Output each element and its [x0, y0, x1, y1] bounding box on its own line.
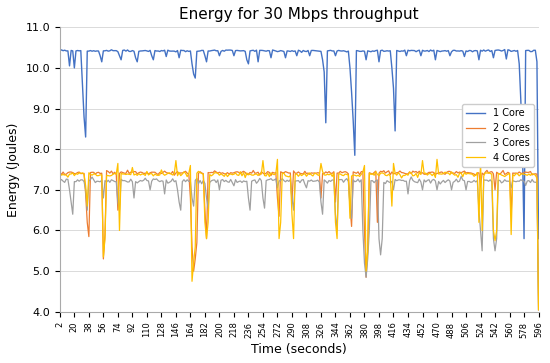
- 4 Cores: [206, 172, 213, 177]
- 3 Cores: [495, 178, 502, 183]
- 1 Core: [516, 62, 522, 66]
- 4 Cores: [535, 307, 542, 312]
- 4 Cores: [516, 174, 522, 178]
- 2 Cores: [535, 307, 542, 312]
- 2 Cores: [495, 171, 502, 176]
- 2 Cores: [206, 171, 213, 175]
- 1 Core: [206, 49, 213, 53]
- 1 Core: [521, 236, 527, 241]
- Legend: 1 Core, 2 Cores, 3 Cores, 4 Cores: 1 Core, 2 Cores, 3 Cores, 4 Cores: [462, 104, 534, 167]
- 1 Core: [57, 49, 63, 53]
- 4 Cores: [495, 171, 502, 176]
- 2 Cores: [57, 170, 63, 174]
- Title: Energy for 30 Mbps throughput: Energy for 30 Mbps throughput: [179, 7, 419, 22]
- 1 Core: [205, 49, 211, 53]
- 3 Cores: [57, 179, 63, 183]
- Y-axis label: Energy (Joules): Energy (Joules): [7, 122, 20, 217]
- 3 Cores: [458, 174, 465, 179]
- 1 Core: [227, 48, 234, 52]
- 4 Cores: [57, 172, 63, 177]
- 1 Core: [535, 236, 542, 241]
- X-axis label: Time (seconds): Time (seconds): [251, 343, 347, 356]
- 2 Cores: [124, 168, 131, 172]
- 2 Cores: [229, 171, 235, 175]
- 3 Cores: [319, 212, 326, 216]
- 2 Cores: [208, 170, 214, 175]
- Line: 2 Cores: 2 Cores: [60, 170, 538, 310]
- 2 Cores: [321, 171, 327, 176]
- 3 Cores: [206, 180, 213, 185]
- 4 Cores: [227, 172, 234, 176]
- 3 Cores: [227, 177, 234, 182]
- 4 Cores: [205, 220, 211, 225]
- Line: 1 Core: 1 Core: [60, 50, 538, 238]
- 4 Cores: [321, 173, 327, 177]
- 1 Core: [493, 48, 500, 52]
- 2 Cores: [516, 170, 522, 174]
- 3 Cores: [205, 206, 211, 210]
- 1 Core: [319, 58, 326, 62]
- 1 Core: [502, 48, 508, 52]
- 4 Cores: [274, 157, 280, 162]
- Line: 4 Cores: 4 Cores: [60, 159, 538, 310]
- 3 Cores: [516, 179, 522, 183]
- Line: 3 Cores: 3 Cores: [60, 176, 538, 310]
- 3 Cores: [535, 307, 542, 312]
